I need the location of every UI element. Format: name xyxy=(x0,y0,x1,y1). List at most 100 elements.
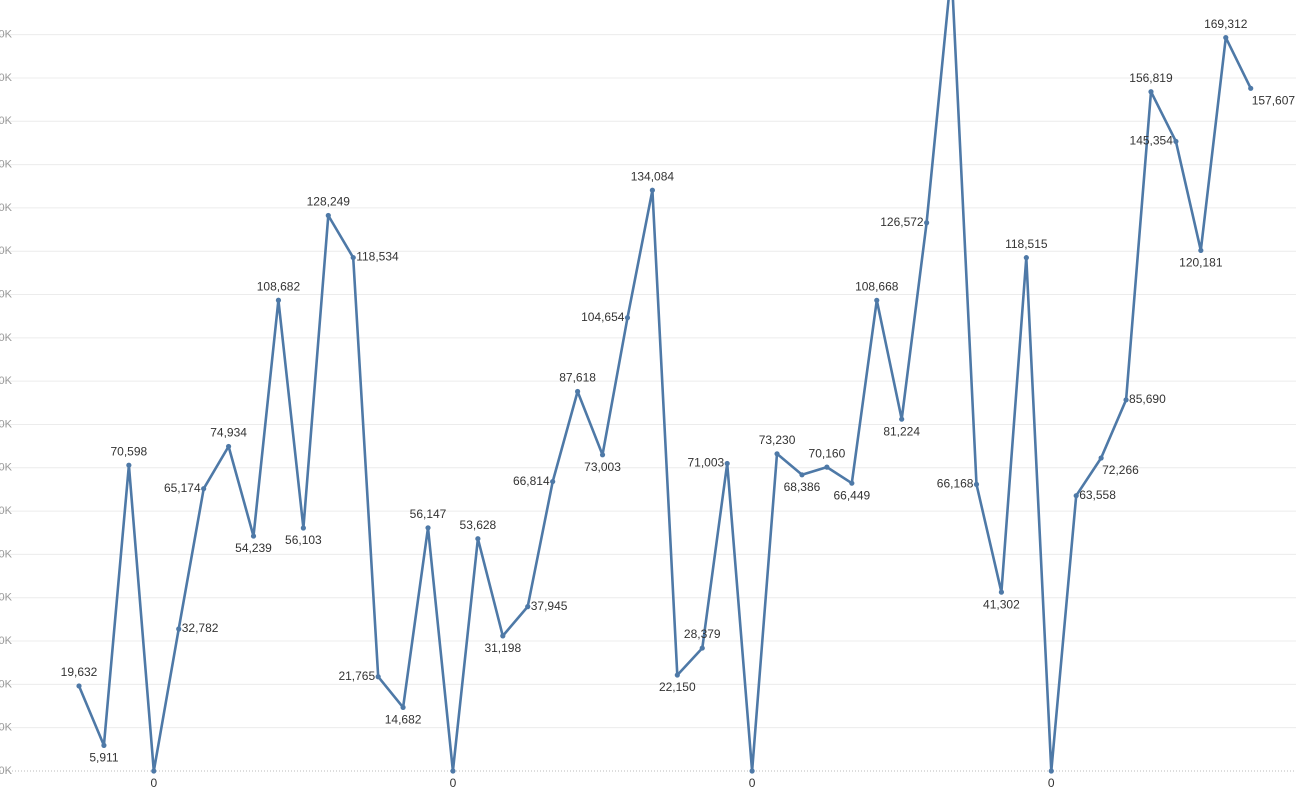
y-tick-label: 150K xyxy=(0,115,13,127)
data-label: 156,819 xyxy=(1129,71,1173,85)
point xyxy=(749,768,755,774)
data-label: 128,249 xyxy=(307,195,351,209)
y-tick-label: 170K xyxy=(0,29,13,41)
point xyxy=(400,704,406,711)
point xyxy=(151,768,157,774)
data-label: 157,607 xyxy=(1252,94,1296,108)
point xyxy=(973,481,980,487)
y-tick-label: 70K xyxy=(0,462,13,474)
data-label: 53,628 xyxy=(460,518,497,532)
point xyxy=(799,472,805,478)
y-tick-label: 80K xyxy=(0,418,13,430)
data-label: 21,765 xyxy=(338,669,375,683)
data-label: 66,168 xyxy=(937,477,974,491)
data-label: 66,449 xyxy=(833,488,870,502)
point xyxy=(225,443,232,450)
point xyxy=(849,480,855,486)
point xyxy=(774,451,780,457)
point xyxy=(126,462,132,468)
y-tick-label: 140K xyxy=(0,159,13,171)
point xyxy=(325,212,331,219)
point xyxy=(550,478,556,485)
data-label: 63,558 xyxy=(1079,488,1116,502)
point xyxy=(375,674,381,680)
y-tick-label: 20K xyxy=(0,678,13,690)
point xyxy=(475,536,481,542)
point xyxy=(350,254,356,261)
data-label: 68,386 xyxy=(784,480,821,494)
y-tick-label: 100K xyxy=(0,332,13,344)
data-label: 118,534 xyxy=(356,250,399,264)
data-label: 73,003 xyxy=(584,460,621,474)
data-label: 73,230 xyxy=(759,433,796,447)
point xyxy=(500,633,506,639)
point xyxy=(275,297,282,303)
data-label: 87,618 xyxy=(559,371,596,385)
y-tick-label: 10K xyxy=(0,722,13,734)
point xyxy=(300,525,306,531)
point xyxy=(176,626,182,632)
y-tick-label: 90K xyxy=(0,375,13,387)
data-label: 0 xyxy=(450,776,457,787)
point xyxy=(998,589,1005,595)
point xyxy=(201,486,207,492)
y-tick-label: 30K xyxy=(0,635,13,647)
data-label: 0 xyxy=(150,776,157,787)
point xyxy=(899,416,905,422)
data-label: 56,103 xyxy=(285,533,322,547)
data-label: 81,224 xyxy=(883,424,920,438)
data-label: 118,515 xyxy=(1005,237,1048,251)
point xyxy=(824,464,830,470)
data-label: 108,668 xyxy=(855,279,899,293)
data-label: 28,379 xyxy=(684,627,721,641)
data-label: 5,911 xyxy=(89,751,118,765)
data-label: 85,690 xyxy=(1129,392,1166,406)
data-label: 0 xyxy=(1048,776,1055,787)
data-label: 56,147 xyxy=(410,507,447,521)
data-label: 54,239 xyxy=(235,541,272,555)
data-label: 37,945 xyxy=(531,599,568,613)
point xyxy=(575,388,581,395)
point xyxy=(724,460,730,467)
point xyxy=(1073,493,1079,499)
point xyxy=(1173,138,1179,145)
point xyxy=(101,742,107,748)
point xyxy=(250,533,257,539)
point xyxy=(76,683,82,689)
data-label: 14,682 xyxy=(385,713,422,727)
point xyxy=(1198,247,1204,254)
data-label: 19,632 xyxy=(61,665,98,679)
point xyxy=(425,525,431,531)
point xyxy=(924,220,930,226)
data-label: 134,084 xyxy=(631,169,675,183)
point xyxy=(1048,768,1054,774)
point xyxy=(624,315,631,321)
point xyxy=(1223,35,1229,41)
y-tick-label: 60K xyxy=(0,505,13,517)
data-label: 145,354 xyxy=(1130,134,1174,148)
data-label: 71,003 xyxy=(687,456,724,470)
line xyxy=(77,0,1252,773)
point xyxy=(1023,255,1029,261)
point xyxy=(674,672,680,678)
point xyxy=(525,604,531,610)
data-label: 32,782 xyxy=(182,621,219,635)
data-label: 41,302 xyxy=(983,597,1020,611)
data-label: 0 xyxy=(749,776,756,787)
data-label: 74,934 xyxy=(210,426,247,440)
y-tick-label: 50K xyxy=(0,548,13,560)
data-label: 70,160 xyxy=(809,446,846,460)
y-tick-label: 120K xyxy=(0,245,13,257)
data-label: 22,150 xyxy=(659,680,696,694)
point xyxy=(699,645,705,651)
data-label: 70,598 xyxy=(111,444,148,458)
point xyxy=(450,768,456,774)
point xyxy=(599,452,606,458)
y-tick-label: 130K xyxy=(0,202,13,214)
data-label: 108,682 xyxy=(257,279,301,293)
y-tick-label: 110K xyxy=(0,288,13,300)
point xyxy=(649,187,655,193)
point xyxy=(1098,455,1104,461)
